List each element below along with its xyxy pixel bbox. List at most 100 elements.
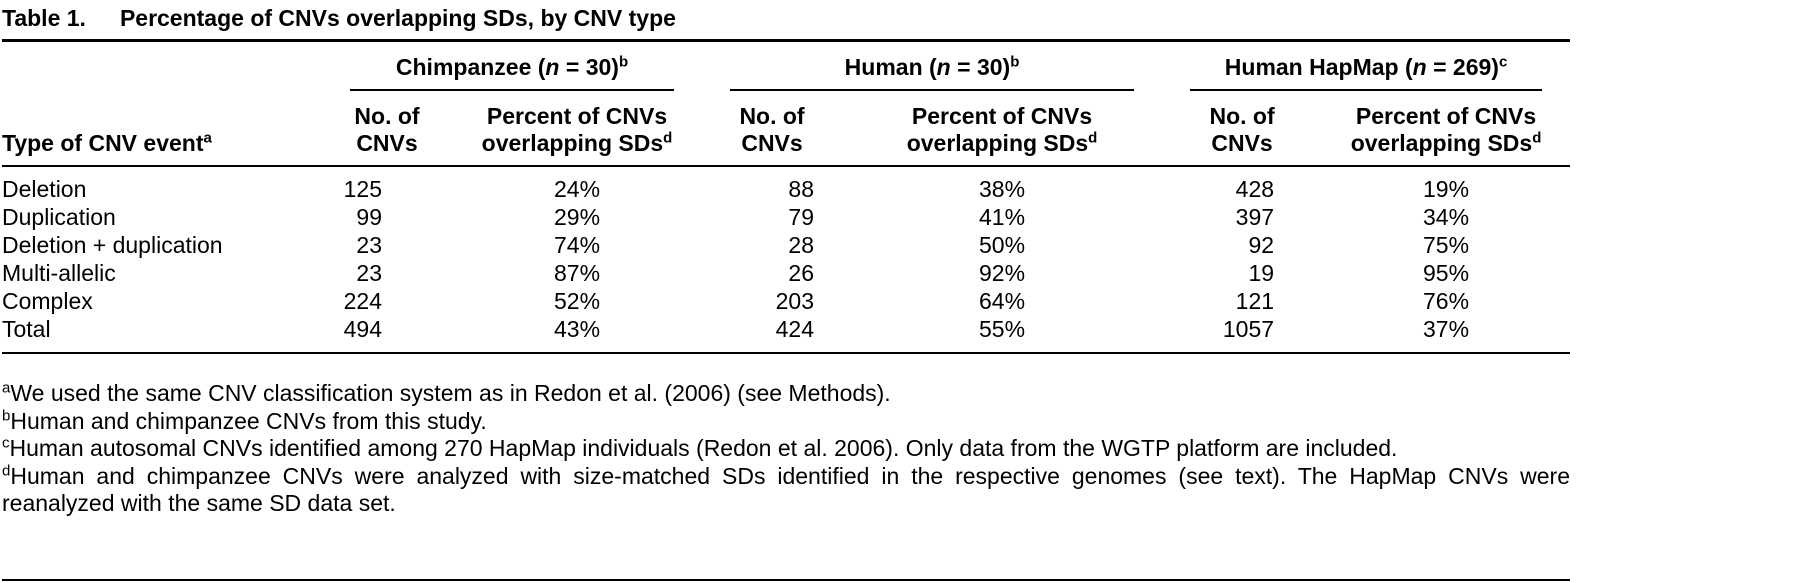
- footnote-b: bHuman and chimpanzee CNVs from this stu…: [2, 408, 1570, 436]
- group-label: Chimpanzee (: [395, 54, 546, 80]
- table-content: Table 1. Percentage of CNVs overlapping S…: [2, 0, 1571, 518]
- footnote-text: We used the same CNV classification syst…: [10, 380, 891, 406]
- cell-percent: 29%: [553, 204, 601, 230]
- cell-no-of-cnvs: 397: [1235, 204, 1275, 230]
- cell-no-of-cnvs: 92: [1248, 232, 1275, 258]
- cell-cnv-type: Complex: [2, 288, 93, 314]
- group-label-post: = 269): [1426, 54, 1499, 80]
- cell-percent: 50%: [979, 232, 1026, 258]
- cell-no-of-cnvs: 19: [1248, 260, 1275, 286]
- header-label: overlapping SDs: [906, 130, 1089, 156]
- column-header-row: Type of CNV eventa No. of CNVs Percent of…: [2, 91, 1571, 167]
- group-n-italic: n: [1412, 54, 1427, 80]
- header-no-of-cnvs-chimp: No. of CNVs: [322, 91, 452, 167]
- table-title: Table 1. Percentage of CNVs overlapping S…: [2, 0, 1570, 39]
- header-percent-overlapping-chimp: Percent of CNVs overlapping SDsd: [452, 91, 703, 167]
- cell-percent: 64%: [979, 288, 1026, 314]
- header-label: CNVs: [356, 130, 418, 156]
- cell-no-of-cnvs: 424: [702, 315, 843, 354]
- header-label: No. of: [739, 103, 805, 129]
- cell-percent: 92%: [979, 260, 1026, 286]
- footnote-marker-b: b: [2, 406, 11, 424]
- table-title-text: Percentage of CNVs overlapping SDs, by C…: [119, 5, 676, 31]
- group-label: Human (: [844, 54, 937, 80]
- footnote-marker-d: d: [2, 461, 11, 479]
- header-label: overlapping SDs: [481, 130, 664, 156]
- table-title-label: Table 1.: [2, 5, 86, 31]
- cell-percent: 41%: [979, 204, 1026, 230]
- footnote-marker-d: d: [1532, 129, 1542, 147]
- header-label: Percent of CNVs: [1355, 103, 1537, 129]
- cell-percent: 19%: [1423, 176, 1470, 202]
- footnote-marker-a: a: [2, 379, 11, 397]
- header-no-of-cnvs-hapmap: No. of CNVs: [1162, 91, 1323, 167]
- header-label: Percent of CNVs: [911, 103, 1093, 129]
- cell-cnv-type: Deletion + duplication: [2, 232, 223, 258]
- footnote-text: Human and chimpanzee CNVs from this stud…: [10, 407, 487, 434]
- column-group-human: Human (n = 30)b: [702, 42, 1162, 91]
- column-group-row: Chimpanzee (n = 30)b Human (n = 30)b Hum…: [2, 42, 1570, 91]
- cell-percent: 24%: [553, 176, 601, 202]
- group-n-italic: n: [936, 54, 951, 80]
- footnotes: aWe used the same CNV classification sys…: [2, 380, 1570, 518]
- cell-no-of-cnvs: 26: [788, 260, 815, 286]
- cell-percent: 74%: [553, 232, 601, 258]
- cell-no-of-cnvs: 23: [356, 232, 382, 258]
- table-row: Duplication 99 29% 79 41% 397 34%: [2, 203, 1570, 231]
- group-underline: Human HapMap (n = 269)c: [1190, 53, 1543, 91]
- group-label-post: = 30): [559, 54, 619, 80]
- table-row: Deletion 125 24% 88 38% 428 19%: [2, 166, 1570, 203]
- footnote-d: dHuman and chimpanzee CNVs were analyzed…: [2, 463, 1570, 518]
- bottom-divider: [2, 579, 1570, 581]
- column-group-chimpanzee: Chimpanzee (n = 30)b: [322, 42, 702, 91]
- group-label: Human HapMap (: [1224, 54, 1413, 80]
- header-label: Percent of CNVs: [486, 103, 668, 129]
- cell-no-of-cnvs: 99: [356, 204, 382, 230]
- footnote-marker-d: d: [663, 129, 673, 147]
- table-row: Multi-allelic 23 87% 26 92% 19 95%: [2, 259, 1570, 287]
- footnote-marker-b: b: [1010, 53, 1020, 71]
- cell-cnv-type: Duplication: [2, 204, 116, 230]
- footnote-text: Human autosomal CNVs identified among 27…: [9, 435, 1398, 461]
- header-label: No. of: [1209, 103, 1275, 129]
- cell-no-of-cnvs: 1057: [1162, 315, 1323, 354]
- header-label: overlapping SDsd: [452, 130, 702, 157]
- table-row: Complex 224 52% 203 64% 121 76%: [2, 287, 1570, 315]
- cell-cnv-type: Deletion: [2, 176, 87, 202]
- cell-no-of-cnvs: 203: [775, 288, 815, 314]
- header-label: Type of CNV event: [2, 130, 204, 156]
- cell-percent: 55%: [842, 315, 1163, 354]
- footnote-marker-b: b: [618, 53, 629, 71]
- footnote-a: aWe used the same CNV classification sys…: [2, 380, 1570, 408]
- header-label: overlapping SDsd: [842, 130, 1162, 157]
- table-row-total: Total 494 43% 424 55% 1057 37%: [2, 315, 1571, 354]
- footnote-marker-c: c: [2, 434, 10, 452]
- header-type-of-cnv-event: Type of CNV eventa: [2, 91, 322, 167]
- cell-percent: 75%: [1423, 232, 1470, 258]
- cell-percent: 76%: [1423, 288, 1470, 314]
- group-underline: Chimpanzee (n = 30)b: [350, 53, 675, 91]
- cell-percent: 38%: [979, 176, 1026, 202]
- cell-no-of-cnvs: 79: [788, 204, 815, 230]
- cell-percent: 43%: [452, 315, 703, 354]
- cell-percent: 95%: [1423, 260, 1470, 286]
- cell-percent: 34%: [1423, 204, 1470, 230]
- table-row: Deletion + duplication 23 74% 28 50% 92 …: [2, 231, 1570, 259]
- header-label: CNVs: [741, 130, 803, 156]
- cell-no-of-cnvs: 125: [343, 176, 382, 202]
- cell-no-of-cnvs: 494: [322, 315, 452, 354]
- cell-no-of-cnvs: 28: [788, 232, 815, 258]
- cell-percent: 37%: [1322, 315, 1571, 354]
- header-no-of-cnvs-human: No. of CNVs: [702, 91, 843, 167]
- cell-cnv-type: Multi-allelic: [2, 260, 116, 286]
- footnote-marker-d: d: [1088, 129, 1098, 147]
- title-divider: [2, 39, 1570, 42]
- footnote-marker-c: c: [1498, 53, 1508, 71]
- header-label: overlapping SDsd: [1322, 130, 1570, 157]
- footnote-marker-a: a: [203, 129, 212, 147]
- footnote-text: Human and chimpanzee CNVs were analyzed …: [2, 462, 1570, 517]
- cell-no-of-cnvs: 224: [343, 288, 382, 314]
- data-table: Chimpanzee (n = 30)b Human (n = 30)b Hum…: [2, 42, 1571, 354]
- header-label: CNVs: [1211, 130, 1273, 156]
